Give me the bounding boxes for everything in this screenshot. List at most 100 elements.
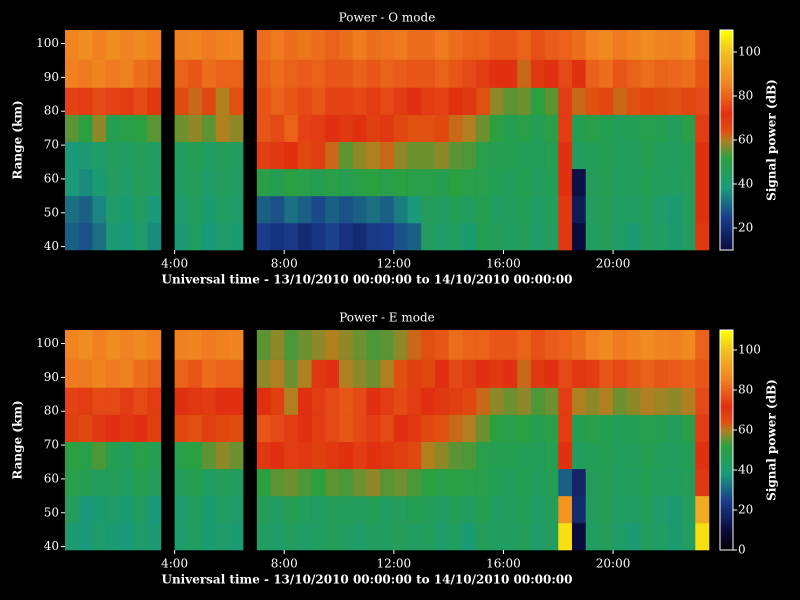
heatmap-cell — [188, 87, 203, 115]
heatmap-cell — [476, 30, 491, 60]
heatmap-cell — [106, 387, 121, 415]
heatmap-cell — [476, 495, 491, 524]
heatmap-cell — [640, 387, 655, 415]
heatmap-cell — [476, 59, 491, 88]
heatmap-cell — [78, 114, 93, 142]
colorbar-step — [720, 344, 733, 347]
heatmap-cell — [407, 168, 422, 197]
colorbar-step — [720, 192, 733, 195]
heatmap-cell — [585, 222, 600, 251]
colorbar-step — [720, 384, 733, 387]
colorbar-step — [720, 38, 733, 41]
heatmap-cell — [256, 168, 271, 197]
heatmap-cell — [626, 168, 641, 197]
heatmap-cell — [585, 330, 600, 360]
colorbar-step — [720, 226, 733, 229]
heatmap-cell — [297, 387, 312, 415]
colorbar-step — [720, 518, 733, 521]
heatmap-cell — [215, 387, 230, 415]
colorbar-step — [720, 208, 733, 211]
heatmap-cell — [133, 414, 148, 442]
heatmap-cell — [558, 522, 573, 551]
heatmap-cell — [366, 87, 381, 115]
heatmap-cell — [613, 522, 628, 551]
heatmap-cell — [297, 441, 312, 470]
heatmap-cell — [215, 359, 230, 388]
heatmap-cell — [654, 59, 669, 88]
heatmap-cell — [640, 114, 655, 142]
heatmap-cell — [571, 30, 586, 60]
heatmap-cell — [366, 222, 381, 251]
y-tick-label: 100 — [36, 336, 59, 350]
heatmap-cell — [434, 330, 449, 360]
colorbar-step — [720, 154, 733, 157]
colorbar-step — [720, 474, 733, 477]
heatmap-cell — [325, 30, 340, 60]
heatmap-cell — [667, 59, 682, 88]
y-tick-label: 50 — [44, 205, 59, 219]
colorbar-step — [720, 246, 733, 249]
heatmap-cell — [599, 59, 614, 88]
heatmap-cell — [106, 30, 121, 60]
heatmap-cell — [613, 330, 628, 360]
heatmap-cell — [339, 441, 354, 470]
heatmap-cell — [489, 114, 504, 142]
colorbar-step — [720, 242, 733, 245]
heatmap-cell — [626, 114, 641, 142]
heatmap-cell — [284, 222, 299, 251]
colorbar-step — [720, 204, 733, 207]
colorbar-step — [720, 542, 733, 545]
heatmap-cell — [147, 114, 162, 142]
colorbar-step — [720, 152, 733, 155]
heatmap-cell — [270, 168, 285, 197]
colorbar-step — [720, 46, 733, 49]
colorbar-step — [720, 442, 733, 445]
heatmap-cell — [489, 468, 504, 497]
heatmap-cell — [421, 114, 436, 142]
colorbar-step — [720, 438, 733, 441]
heatmap-cell — [270, 387, 285, 415]
heatmap-cell — [695, 359, 710, 388]
heatmap-cell — [434, 495, 449, 524]
heatmap-cell — [65, 414, 80, 442]
heatmap-cell — [325, 414, 340, 442]
heatmap-cell — [297, 114, 312, 142]
heatmap-cell — [667, 495, 682, 524]
heatmap-cell — [119, 30, 134, 60]
colorbar-step — [720, 112, 733, 115]
heatmap-cell — [462, 168, 477, 197]
heatmap-cell — [407, 387, 422, 415]
heatmap-cell — [174, 195, 189, 224]
heatmap-cell — [65, 522, 80, 551]
heatmap-cell — [462, 222, 477, 251]
heatmap-cell — [667, 195, 682, 224]
heatmap-cell — [325, 114, 340, 142]
colorbar-tick-label: 80 — [738, 89, 753, 103]
heatmap-cell — [434, 141, 449, 170]
heatmap-cell — [311, 414, 326, 442]
heatmap-cell — [571, 468, 586, 497]
heatmap-cell — [188, 495, 203, 524]
heatmap-cell — [202, 441, 217, 470]
heatmap-cell — [215, 441, 230, 470]
heatmap-cell — [366, 168, 381, 197]
heatmap-cell — [380, 414, 395, 442]
heatmap-cell — [626, 359, 641, 388]
heatmap-cell — [530, 59, 545, 88]
colorbar-step — [720, 72, 733, 75]
heatmap-cell — [65, 441, 80, 470]
colorbar-step — [720, 372, 733, 375]
colorbar-step — [720, 416, 733, 419]
heatmap-cell — [366, 114, 381, 142]
heatmap-cell — [421, 359, 436, 388]
heatmap-cell — [78, 387, 93, 415]
heatmap-cell — [133, 495, 148, 524]
heatmap-cell — [119, 87, 134, 115]
colorbar-step — [720, 194, 733, 197]
heatmap-cell — [229, 495, 244, 524]
heatmap-cell — [434, 195, 449, 224]
y-tick-label: 80 — [44, 104, 59, 118]
heatmap-cell — [585, 114, 600, 142]
heatmap-cell — [65, 330, 80, 360]
heatmap-cell — [448, 168, 463, 197]
